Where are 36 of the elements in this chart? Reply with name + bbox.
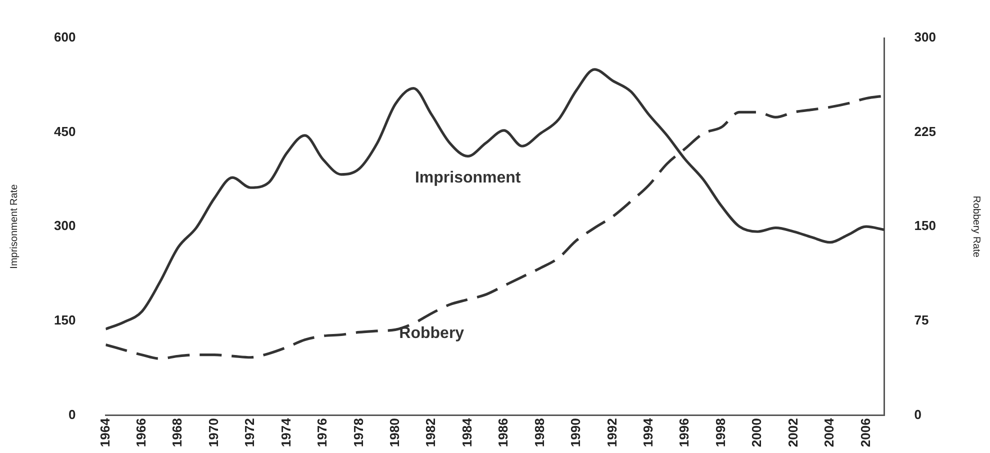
x-tick-label: 1976 xyxy=(314,418,330,448)
x-tick-label: 1982 xyxy=(423,418,438,448)
x-tick-label: 1996 xyxy=(676,418,692,448)
y2-tick-label: 75 xyxy=(914,312,929,328)
y2-tick-label: 150 xyxy=(914,218,936,234)
x-tick-label: 2006 xyxy=(858,418,873,448)
x-tick-label: 2000 xyxy=(749,418,764,448)
x-tick-label: 1968 xyxy=(170,418,185,448)
y2-tick-label: 0 xyxy=(914,406,922,422)
x-tick-label: 1990 xyxy=(568,418,584,448)
x-tick-label: 1970 xyxy=(206,418,221,448)
y-tick-label: 600 xyxy=(54,30,76,45)
series-label: Imprisonment xyxy=(414,170,522,187)
x-tick-label: 1974 xyxy=(278,417,294,448)
x-tick-label: 1998 xyxy=(712,418,728,448)
series-label: Robbery xyxy=(399,324,464,342)
y-tick-label: 150 xyxy=(54,312,76,328)
y-tick-label: 450 xyxy=(54,124,76,139)
x-tick-label: 2004 xyxy=(822,417,837,448)
x-tick-label: 1986 xyxy=(496,418,511,448)
x-tick-label: 1980 xyxy=(386,418,402,448)
y-tick-label: 0 xyxy=(68,406,76,422)
x-tick-label: 1972 xyxy=(242,418,258,448)
x-tick-label: 1978 xyxy=(350,418,366,448)
y2-axis-title: Robbery Rate xyxy=(970,196,982,258)
x-tick-label: 1988 xyxy=(532,418,547,448)
x-tick-label: 1994 xyxy=(640,417,656,448)
y-tick-label: 300 xyxy=(54,218,76,234)
y-axis-title: Imprisonment Rate xyxy=(8,184,20,269)
y2-tick-label: 300 xyxy=(914,30,936,45)
x-tick-label: 1964 xyxy=(97,417,112,448)
x-tick-label: 2002 xyxy=(785,418,800,448)
x-tick-label: 1966 xyxy=(133,418,148,448)
x-tick-label: 1984 xyxy=(459,417,474,448)
x-tick-label: 1992 xyxy=(604,418,620,448)
y2-tick-label: 225 xyxy=(914,124,936,139)
